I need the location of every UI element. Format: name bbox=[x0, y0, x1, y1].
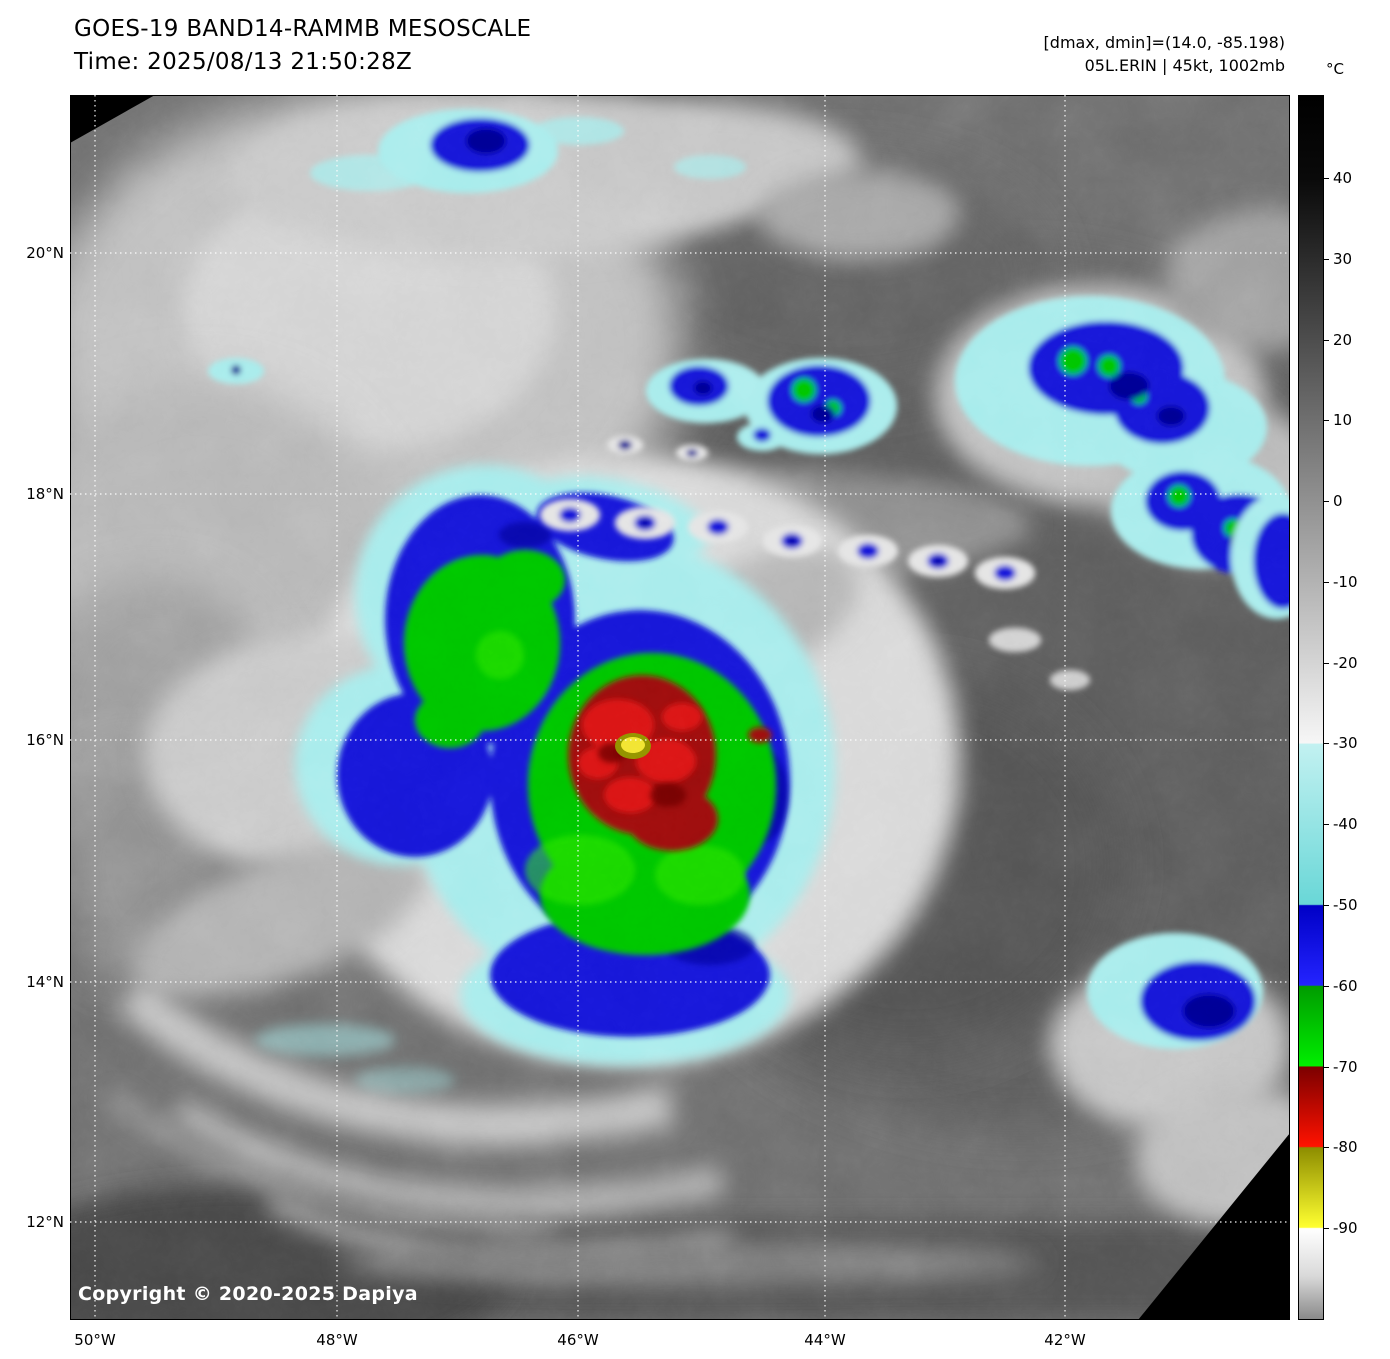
colorbar-tick-label: 40 bbox=[1333, 169, 1353, 187]
product-title: GOES-19 BAND14-RAMMB MESOSCALE bbox=[74, 16, 532, 42]
copyright-watermark: Copyright © 2020-2025 Dapiya bbox=[78, 1283, 418, 1305]
dmax-dmin-readout: [dmax, dmin]=(14.0, -85.198) bbox=[1043, 33, 1285, 52]
colorbar-tick-mark bbox=[1324, 743, 1329, 744]
latitude-label: 16°N bbox=[26, 731, 64, 749]
colorbar-tick-mark bbox=[1324, 582, 1329, 583]
colorbar-tick-label: 10 bbox=[1333, 411, 1353, 429]
longitude-label: 44°W bbox=[804, 1331, 846, 1349]
colorbar-tick-mark bbox=[1324, 259, 1329, 260]
colorbar-tick-mark bbox=[1324, 340, 1329, 341]
latitude-label: 14°N bbox=[26, 973, 64, 991]
colorbar-tick-label: -70 bbox=[1333, 1058, 1358, 1076]
fine-noise-texture bbox=[70, 95, 1290, 1320]
latitude-label: 18°N bbox=[26, 485, 64, 503]
grid-overlay bbox=[70, 95, 1290, 1320]
longitude-label: 50°W bbox=[74, 1331, 116, 1349]
latitude-label: 12°N bbox=[26, 1213, 64, 1231]
longitude-label: 48°W bbox=[316, 1331, 358, 1349]
map-border bbox=[70, 95, 1290, 1320]
colorbar-tick-label: -90 bbox=[1333, 1219, 1358, 1237]
colorbar-tick-mark bbox=[1324, 986, 1329, 987]
image-timestamp: Time: 2025/08/13 21:50:28Z bbox=[74, 49, 413, 75]
latitude-label: 20°N bbox=[26, 244, 64, 262]
colorbar-tick-label: 30 bbox=[1333, 250, 1353, 268]
scan-edge-wedge-bottomright bbox=[1138, 1133, 1290, 1320]
colorbar-tick-mark bbox=[1324, 501, 1329, 502]
colorbar-tick-label: -30 bbox=[1333, 734, 1358, 752]
satellite-image bbox=[70, 95, 1290, 1320]
colorbar-tick-label: -50 bbox=[1333, 896, 1358, 914]
colorbar-tick-label: 20 bbox=[1333, 331, 1353, 349]
longitude-label: 46°W bbox=[557, 1331, 599, 1349]
colorbar-tick-label: -20 bbox=[1333, 654, 1358, 672]
colorbar-tick-label: -40 bbox=[1333, 815, 1358, 833]
colorbar bbox=[1298, 95, 1324, 1320]
storm-info-readout: 05L.ERIN | 45kt, 1002mb bbox=[1084, 56, 1285, 75]
colorbar-tick-mark bbox=[1324, 1067, 1329, 1068]
colorbar-unit-label: °C bbox=[1326, 60, 1344, 78]
colorbar-tick-mark bbox=[1324, 1147, 1329, 1148]
colorbar-tick-mark bbox=[1324, 824, 1329, 825]
colorbar-tick-mark bbox=[1324, 420, 1329, 421]
colorbar-tick-label: -60 bbox=[1333, 977, 1358, 995]
scan-edge-wedge-topleft bbox=[70, 95, 155, 143]
satellite-map bbox=[70, 95, 1290, 1320]
longitude-label: 42°W bbox=[1044, 1331, 1086, 1349]
colorbar-tick-mark bbox=[1324, 1228, 1329, 1229]
colorbar-tick-label: 0 bbox=[1333, 492, 1343, 510]
colorbar-tick-label: -10 bbox=[1333, 573, 1358, 591]
colorbar-tick-mark bbox=[1324, 905, 1329, 906]
colorbar-tick-label: -80 bbox=[1333, 1138, 1358, 1156]
colorbar-tick-mark bbox=[1324, 178, 1329, 179]
colorbar-tick-mark bbox=[1324, 663, 1329, 664]
